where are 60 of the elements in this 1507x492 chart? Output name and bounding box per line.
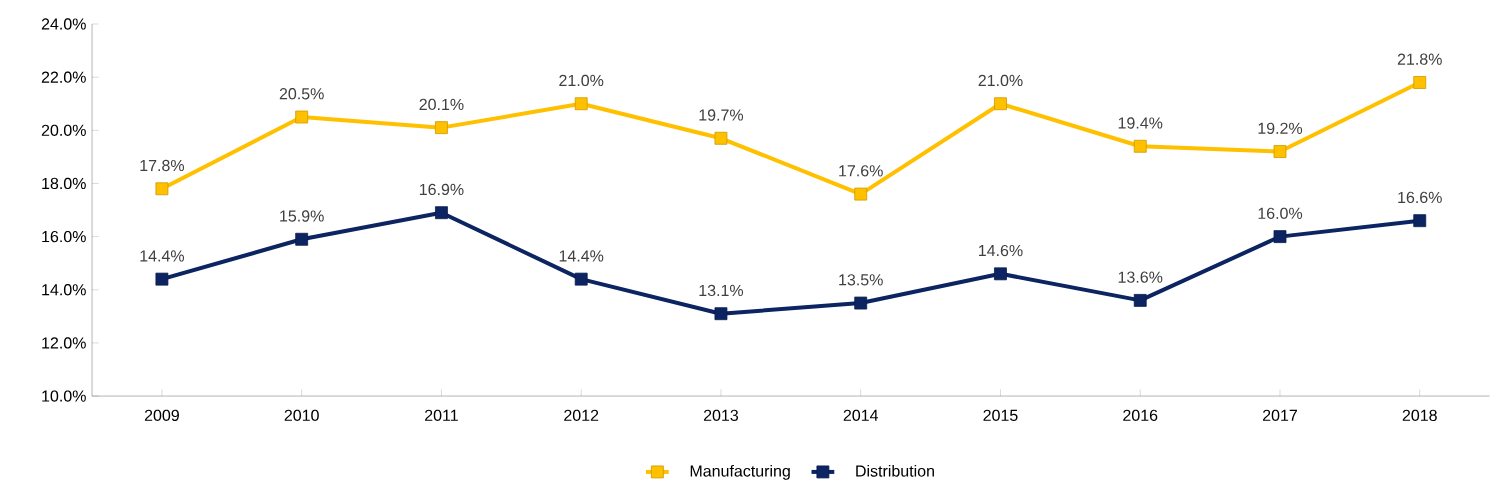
y-tick-label: 16.0% bbox=[42, 230, 86, 243]
data-label: 21.8% bbox=[1397, 53, 1442, 65]
x-tick-label: 2012 bbox=[564, 409, 599, 421]
data-label: 17.8% bbox=[140, 159, 185, 172]
y-tick-label: 12.0% bbox=[42, 337, 86, 349]
point bbox=[295, 232, 309, 246]
point bbox=[1133, 293, 1147, 307]
data-label: 14.4% bbox=[559, 250, 604, 262]
data-label: 19.7% bbox=[699, 109, 744, 121]
point bbox=[1413, 76, 1427, 89]
data-label: 19.4% bbox=[1118, 117, 1163, 129]
data-label: 17.6% bbox=[839, 165, 883, 177]
point bbox=[714, 307, 728, 321]
x-tick-label: 2015 bbox=[983, 409, 1018, 421]
legend-label: Distribution bbox=[856, 464, 934, 477]
point bbox=[1413, 214, 1427, 228]
x-tick-label: 2009 bbox=[144, 409, 179, 421]
x-tick-label: 2014 bbox=[843, 409, 879, 421]
legend-label: Manufacturing bbox=[690, 464, 790, 480]
data-label: 14.6% bbox=[978, 244, 1023, 257]
data-label: 16.0% bbox=[1258, 207, 1303, 219]
data-label: 14.4% bbox=[140, 250, 185, 262]
point bbox=[994, 97, 1007, 111]
x-tick-label: 2016 bbox=[1123, 409, 1158, 421]
data-label: 15.9% bbox=[280, 210, 324, 222]
x-tick-label: 2011 bbox=[425, 409, 458, 421]
y-tick-label: 18.0% bbox=[42, 177, 86, 190]
data-label: 21.0% bbox=[978, 74, 1023, 87]
x-tick-label: 2010 bbox=[284, 409, 319, 421]
point bbox=[714, 131, 728, 145]
x-tick-label: 2017 bbox=[1262, 409, 1297, 421]
data-label: 21.0% bbox=[559, 74, 604, 87]
point bbox=[854, 187, 868, 201]
point bbox=[155, 272, 169, 286]
point bbox=[994, 267, 1007, 281]
y-tick-label: 22.0% bbox=[41, 71, 86, 83]
y-tick-label: 10.0% bbox=[42, 390, 86, 402]
point bbox=[295, 110, 309, 124]
point bbox=[435, 206, 448, 220]
data-label: 19.2% bbox=[1258, 122, 1303, 134]
point bbox=[1133, 139, 1147, 153]
point bbox=[155, 182, 169, 196]
y-tick-label: 24.0% bbox=[41, 18, 86, 30]
point bbox=[435, 121, 448, 134]
point bbox=[574, 272, 588, 286]
point bbox=[574, 97, 588, 111]
data-label: 13.1% bbox=[699, 284, 744, 297]
data-label: 20.5% bbox=[279, 88, 324, 100]
y-tick-label: 14.0% bbox=[42, 284, 86, 296]
data-label: 13.5% bbox=[839, 274, 883, 286]
data-label: 20.1% bbox=[419, 98, 464, 110]
data-label: 16.9% bbox=[419, 183, 464, 196]
x-tick-label: 2018 bbox=[1402, 409, 1437, 421]
point bbox=[854, 296, 868, 310]
data-label: 13.6% bbox=[1118, 271, 1163, 283]
x-tick-label: 2013 bbox=[703, 409, 739, 421]
point bbox=[1273, 230, 1287, 243]
y-tick-label: 20.0% bbox=[41, 124, 86, 136]
point bbox=[1273, 145, 1287, 158]
data-label: 16.6% bbox=[1398, 191, 1442, 204]
